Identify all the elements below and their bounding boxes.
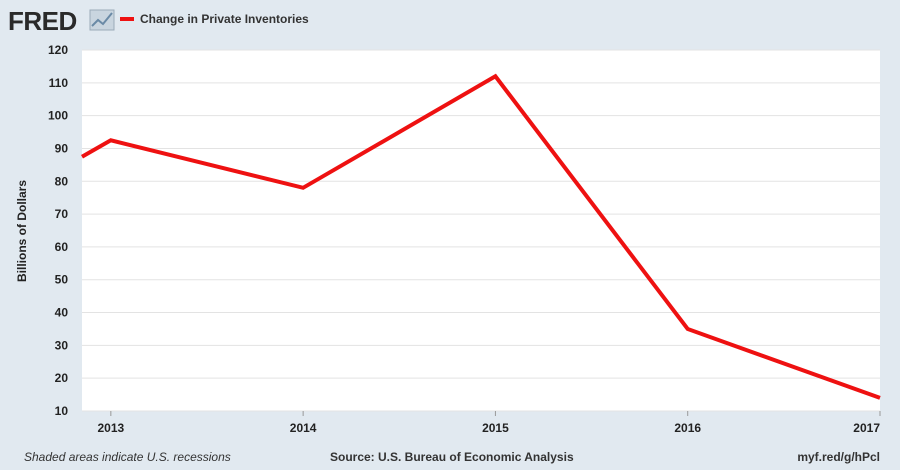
y-tick-label: 50	[55, 273, 69, 287]
y-tick-label: 40	[55, 306, 69, 320]
y-tick-label: 80	[55, 174, 69, 188]
x-tick-label: 2014	[290, 421, 317, 435]
y-tick-label: 30	[55, 338, 69, 352]
y-axis-label: Billions of Dollars	[15, 180, 29, 282]
source-note: Source: U.S. Bureau of Economic Analysis	[330, 450, 574, 464]
y-tick-label: 10	[55, 404, 69, 418]
x-tick-label: 2016	[674, 421, 701, 435]
recessions-note: Shaded areas indicate U.S. recessions	[24, 450, 231, 464]
y-tick-label: 20	[55, 371, 69, 385]
x-tick-label: 2017	[853, 421, 880, 435]
x-axis-ticks: 2013 2014 2015 2016 2017	[97, 411, 880, 435]
x-tick-label: 2013	[97, 421, 124, 435]
y-tick-label: 120	[48, 43, 68, 57]
y-tick-label: 60	[55, 240, 69, 254]
fred-graph-icon	[90, 10, 114, 30]
fred-logo[interactable]: FRED	[8, 6, 114, 36]
y-tick-label: 100	[48, 109, 68, 123]
short-url-link[interactable]: myf.red/g/hPcl	[797, 450, 880, 464]
y-tick-label: 110	[49, 76, 69, 90]
legend: Change in Private Inventories	[120, 12, 309, 26]
y-axis-ticks: 10 20 30 40 50 60 70 80 90 100 110 120	[48, 43, 68, 418]
legend-label: Change in Private Inventories	[140, 12, 309, 26]
fred-logo-text: FRED	[8, 6, 77, 36]
x-tick-label: 2015	[482, 421, 509, 435]
y-tick-label: 90	[55, 141, 69, 155]
y-tick-label: 70	[55, 207, 69, 221]
